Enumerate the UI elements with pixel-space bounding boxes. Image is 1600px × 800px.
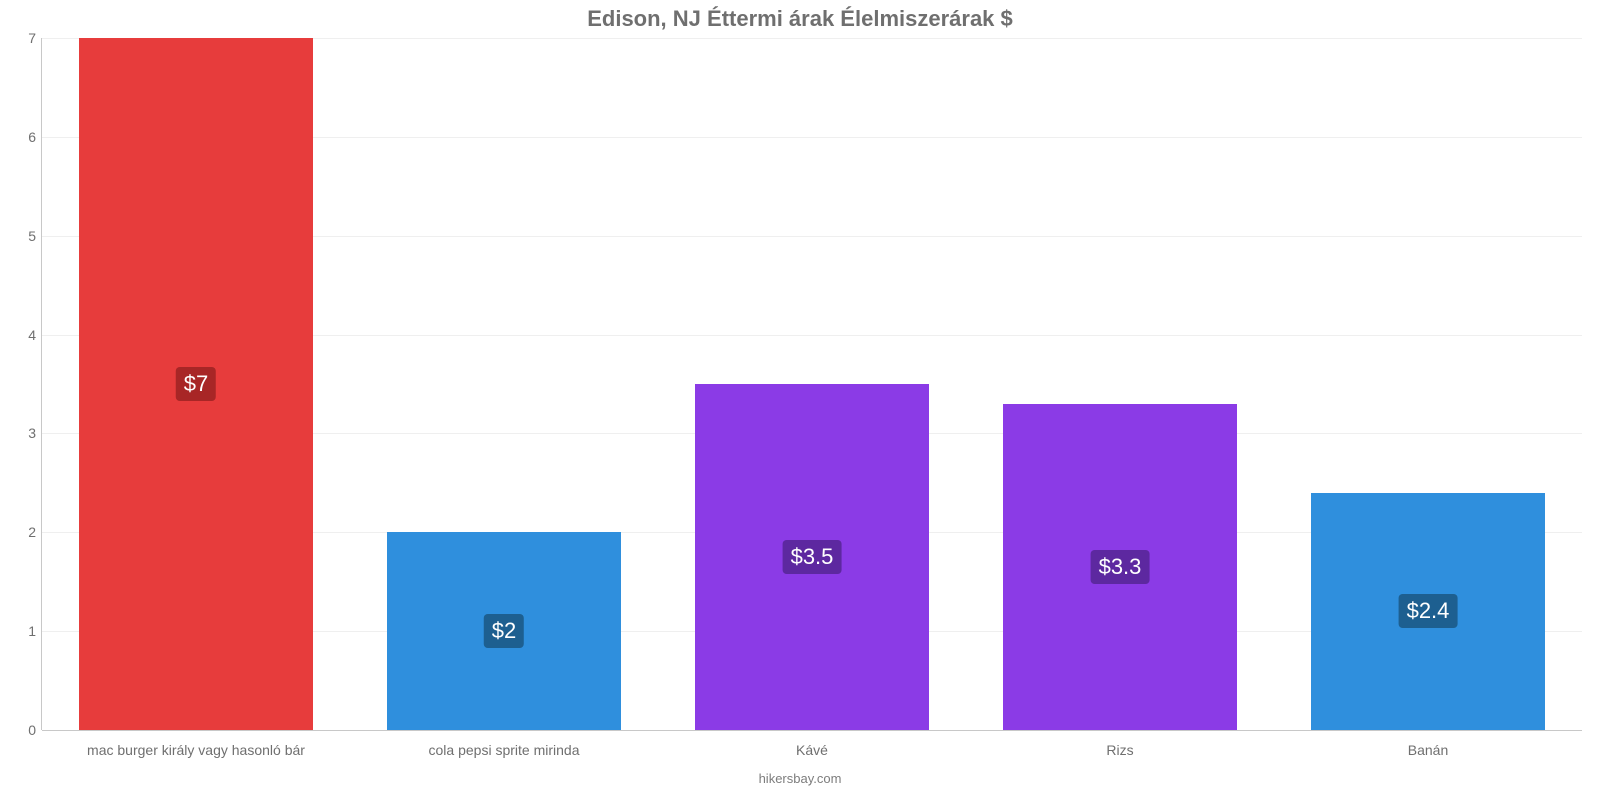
plot-area: $7$2$3.5$3.3$2.4 01234567 mac burger kir… — [42, 38, 1582, 730]
y-tick-label: 3 — [12, 425, 36, 441]
chart-credit: hikersbay.com — [0, 771, 1600, 786]
y-tick-label: 5 — [12, 228, 36, 244]
y-tick-label: 7 — [12, 30, 36, 46]
x-tick-label: mac burger király vagy hasonló bár — [87, 742, 305, 758]
x-labels-layer: mac burger király vagy hasonló bárcola p… — [42, 38, 1582, 730]
chart-title: Edison, NJ Éttermi árak Élelmiszerárak $ — [0, 6, 1600, 32]
x-tick-label: Banán — [1408, 742, 1448, 758]
x-tick-label: Rizs — [1106, 742, 1133, 758]
x-tick-label: cola pepsi sprite mirinda — [429, 742, 580, 758]
y-tick-label: 1 — [12, 623, 36, 639]
y-tick-label: 4 — [12, 327, 36, 343]
y-tick-label: 6 — [12, 129, 36, 145]
price-bar-chart: Edison, NJ Éttermi árak Élelmiszerárak $… — [0, 0, 1600, 800]
x-axis-line — [42, 730, 1582, 731]
y-tick-label: 0 — [12, 722, 36, 738]
x-tick-label: Kávé — [796, 742, 828, 758]
y-tick-label: 2 — [12, 524, 36, 540]
